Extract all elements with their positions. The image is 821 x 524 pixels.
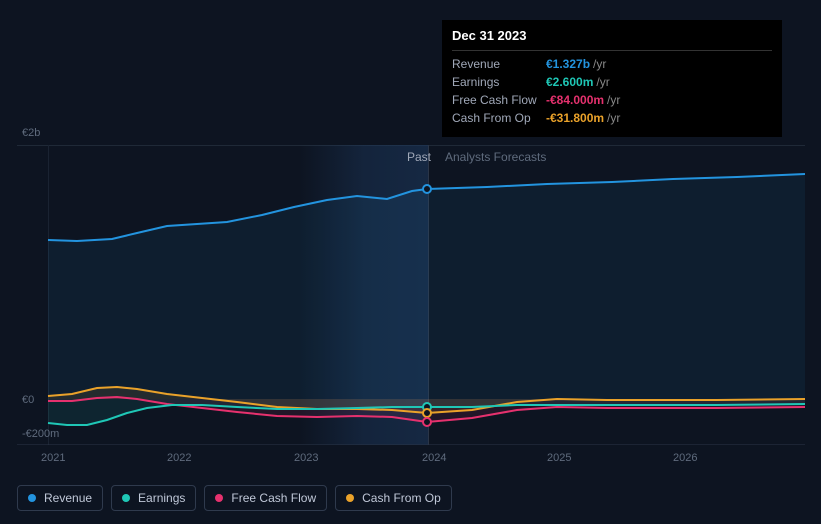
marker-free_cash_flow bbox=[423, 418, 431, 426]
x-axis-label: 2025 bbox=[547, 452, 571, 464]
y-axis-label: €2b bbox=[22, 127, 40, 139]
tooltip-row-unit: /yr bbox=[607, 111, 620, 125]
tooltip-row: Earnings€2.600m/yr bbox=[452, 73, 772, 91]
marker-cash_from_op bbox=[423, 409, 431, 417]
tooltip-row: Free Cash Flow-€84.000m/yr bbox=[452, 91, 772, 109]
tooltip-row-value: €1.327b bbox=[546, 57, 590, 71]
legend-item-revenue[interactable]: Revenue bbox=[17, 485, 103, 511]
x-axis-label: 2021 bbox=[41, 452, 65, 464]
x-axis-label: 2024 bbox=[422, 452, 446, 464]
legend-item-cash-from-op[interactable]: Cash From Op bbox=[335, 485, 452, 511]
legend-label: Free Cash Flow bbox=[231, 491, 316, 505]
legend-dot bbox=[215, 494, 223, 502]
y-axis-label: -€200m bbox=[22, 428, 59, 440]
legend-label: Cash From Op bbox=[362, 491, 441, 505]
y-axis-label: €0 bbox=[22, 394, 34, 406]
tooltip: Dec 31 2023 Revenue€1.327b/yrEarnings€2.… bbox=[442, 20, 782, 137]
tooltip-row-unit: /yr bbox=[596, 75, 609, 89]
legend-label: Revenue bbox=[44, 491, 92, 505]
tooltip-row-label: Revenue bbox=[452, 57, 546, 71]
tooltip-row: Cash From Op-€31.800m/yr bbox=[452, 109, 772, 127]
tooltip-row-label: Cash From Op bbox=[452, 111, 546, 125]
tooltip-row-value: -€31.800m bbox=[546, 111, 604, 125]
tooltip-row-unit: /yr bbox=[607, 93, 620, 107]
tooltip-row-value: €2.600m bbox=[546, 75, 593, 89]
legend-item-earnings[interactable]: Earnings bbox=[111, 485, 196, 511]
tooltip-row: Revenue€1.327b/yr bbox=[452, 55, 772, 73]
chart-container: Dec 31 2023 Revenue€1.327b/yrEarnings€2.… bbox=[17, 0, 805, 524]
tooltip-title: Dec 31 2023 bbox=[452, 28, 772, 51]
legend-dot bbox=[28, 494, 36, 502]
legend-label: Earnings bbox=[138, 491, 185, 505]
x-axis-label: 2022 bbox=[167, 452, 191, 464]
tooltip-row-value: -€84.000m bbox=[546, 93, 604, 107]
legend: Revenue Earnings Free Cash Flow Cash From O… bbox=[17, 485, 452, 511]
legend-dot bbox=[122, 494, 130, 502]
series-area-revenue bbox=[48, 174, 805, 399]
x-axis-label: 2023 bbox=[294, 452, 318, 464]
legend-item-free-cash-flow[interactable]: Free Cash Flow bbox=[204, 485, 327, 511]
tooltip-row-unit: /yr bbox=[593, 57, 606, 71]
tooltip-row-label: Free Cash Flow bbox=[452, 93, 546, 107]
legend-dot bbox=[346, 494, 354, 502]
marker-revenue bbox=[423, 185, 431, 193]
x-axis-label: 2026 bbox=[673, 452, 697, 464]
tooltip-row-label: Earnings bbox=[452, 75, 546, 89]
